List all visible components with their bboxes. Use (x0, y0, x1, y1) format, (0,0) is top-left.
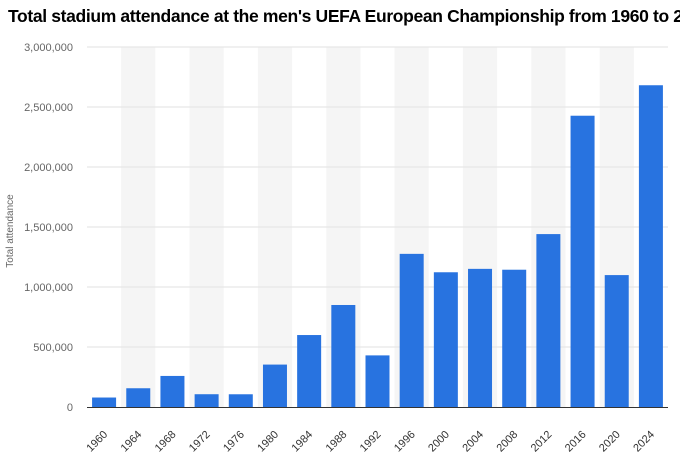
x-tick-label: 1980 (255, 429, 281, 452)
bar-2000 (433, 272, 458, 407)
y-tick-label: 3,000,000 (24, 42, 73, 54)
y-tick-label: 0 (67, 402, 73, 414)
bars (92, 85, 663, 408)
bar-1984 (297, 335, 322, 407)
x-tick-label: 1968 (153, 429, 179, 452)
bar-1972 (194, 394, 219, 407)
chart-title: Total stadium attendance at the men's UE… (8, 6, 680, 26)
bar-2024 (638, 85, 663, 408)
x-tick-label: 1988 (324, 429, 350, 452)
bar-2016 (570, 115, 595, 408)
x-tick-label: 1964 (119, 429, 145, 452)
x-tick-label: 2020 (597, 429, 623, 452)
x-tick-label: 2012 (529, 429, 555, 452)
bar-1968 (160, 375, 185, 407)
x-tick-label: 2000 (426, 429, 452, 452)
bar-1996 (399, 253, 424, 407)
bar-2020 (604, 275, 629, 407)
x-tick-label: 1960 (84, 429, 110, 452)
x-tick-label: 2024 (631, 429, 657, 452)
bar-1960 (92, 397, 117, 407)
x-tick-label: 2008 (495, 429, 521, 452)
bar-1976 (228, 394, 253, 407)
x-axis-ticks: 1960 1964 1968 1972 1976 1980 1984 1988 1992 1996… (84, 429, 657, 452)
y-tick-label: 2,000,000 (24, 162, 73, 174)
bar-1992 (365, 355, 390, 407)
bar-1988 (331, 304, 356, 407)
y-axis-title: Total attendance (5, 194, 16, 268)
bar-2004 (468, 268, 493, 407)
bar-1964 (126, 388, 151, 407)
x-tick-label: 1984 (289, 429, 315, 452)
bar-1980 (262, 364, 287, 407)
y-tick-label: 1,500,000 (24, 222, 73, 234)
x-tick-label: 1992 (358, 429, 384, 452)
y-axis-ticks: 0 500,000 1,000,000 1,500,000 2,000,000 2,500… (24, 42, 73, 414)
y-tick-label: 2,500,000 (24, 102, 73, 114)
x-tick-label: 2004 (460, 429, 486, 452)
x-tick-label: 1976 (221, 429, 247, 452)
bar-2008 (502, 269, 527, 407)
bar-2012 (536, 234, 561, 407)
x-tick-label: 2016 (563, 429, 589, 452)
y-tick-label: 500,000 (33, 342, 73, 354)
x-tick-label: 1996 (392, 429, 418, 452)
x-tick-label: 1972 (187, 429, 213, 452)
y-tick-label: 1,000,000 (24, 282, 73, 294)
